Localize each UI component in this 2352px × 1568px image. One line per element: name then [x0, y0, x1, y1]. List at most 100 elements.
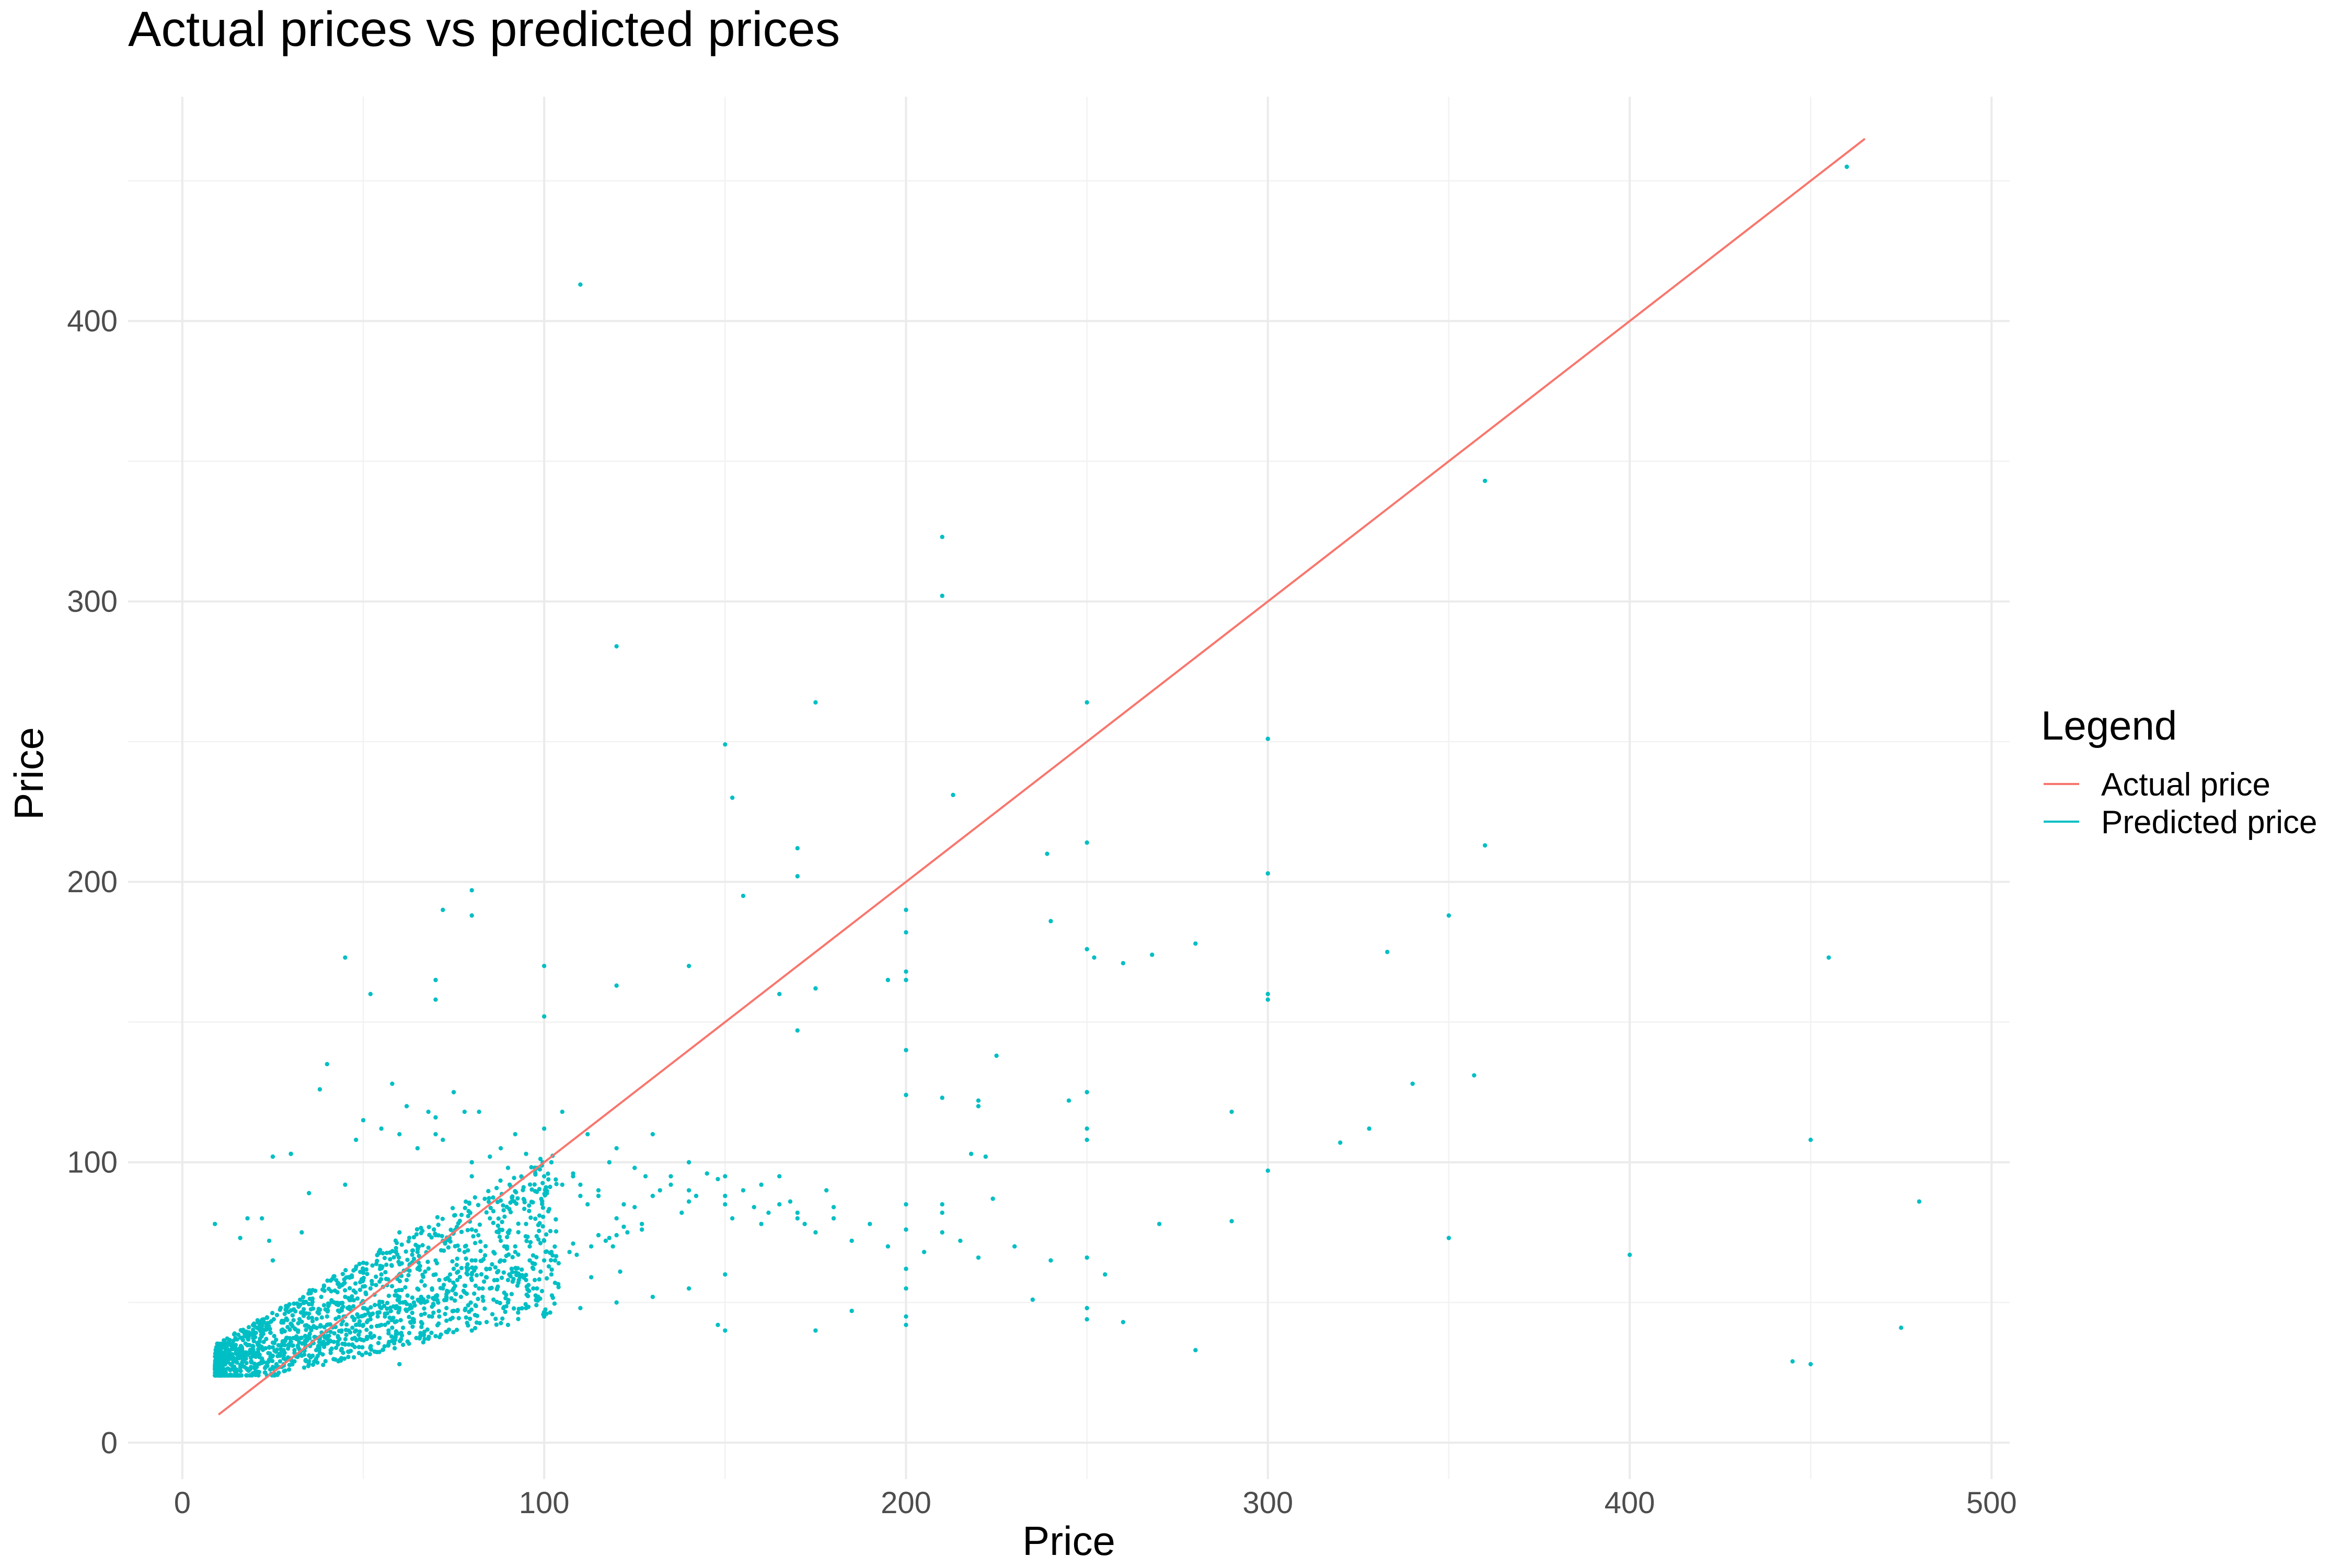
predicted-price-point — [407, 1315, 411, 1319]
predicted-price-point — [1410, 1081, 1415, 1086]
predicted-price-point — [716, 1177, 720, 1182]
predicted-price-point — [342, 1356, 347, 1361]
predicted-price-point — [264, 1361, 269, 1365]
predicted-price-point — [360, 1353, 365, 1357]
predicted-price-point — [1121, 961, 1126, 966]
predicted-price-point — [469, 1328, 474, 1333]
predicted-price-point — [310, 1299, 315, 1304]
predicted-price-point — [545, 1191, 549, 1196]
predicted-price-point — [464, 1199, 468, 1204]
predicted-price-point — [614, 644, 619, 649]
predicted-price-point — [223, 1361, 228, 1365]
predicted-price-point — [437, 1335, 442, 1340]
predicted-price-point — [497, 1259, 502, 1264]
predicted-price-point — [420, 1243, 425, 1248]
predicted-price-point — [361, 1323, 365, 1328]
predicted-price-point — [500, 1219, 504, 1225]
predicted-price-point — [404, 1277, 409, 1283]
predicted-price-point — [478, 1249, 483, 1253]
predicted-price-point — [282, 1311, 287, 1317]
predicted-price-point — [447, 1272, 453, 1277]
predicted-price-point — [218, 1364, 223, 1369]
predicted-price-point — [463, 1283, 468, 1288]
predicted-price-point — [554, 1229, 559, 1234]
predicted-price-point — [418, 1331, 423, 1335]
predicted-price-point — [290, 1313, 295, 1318]
predicted-price-point — [455, 1308, 460, 1312]
predicted-price-point — [940, 535, 944, 539]
predicted-price-point — [433, 1115, 438, 1120]
predicted-price-point — [440, 1216, 445, 1221]
predicted-price-point — [396, 1331, 400, 1336]
predicted-price-point — [403, 1307, 408, 1312]
predicted-price-point — [795, 1216, 800, 1221]
predicted-price-point — [777, 1174, 782, 1179]
predicted-price-point — [311, 1324, 316, 1329]
predicted-price-point — [322, 1335, 327, 1340]
predicted-price-point — [467, 1309, 471, 1315]
predicted-price-point — [498, 1300, 502, 1306]
predicted-price-point — [596, 1233, 601, 1238]
data-layer — [212, 137, 1922, 1416]
predicted-price-point — [802, 1221, 807, 1226]
predicted-price-point — [459, 1229, 464, 1235]
predicted-price-point — [306, 1316, 311, 1320]
predicted-price-point — [528, 1215, 533, 1220]
predicted-price-point — [422, 1311, 427, 1316]
predicted-price-point — [831, 1205, 836, 1209]
predicted-price-point — [394, 1304, 399, 1309]
predicted-price-point — [496, 1269, 501, 1274]
predicted-price-point — [251, 1339, 256, 1344]
predicted-price-point — [849, 1238, 854, 1243]
predicted-price-point — [214, 1373, 219, 1378]
predicted-price-point — [419, 1300, 423, 1305]
predicted-price-point — [236, 1352, 240, 1356]
predicted-price-point — [430, 1296, 435, 1300]
predicted-price-point — [250, 1328, 256, 1332]
predicted-price-point — [464, 1315, 468, 1320]
predicted-price-point — [394, 1240, 399, 1246]
predicted-price-point — [319, 1315, 324, 1320]
predicted-price-point — [560, 1182, 564, 1187]
predicted-price-point — [519, 1174, 524, 1179]
predicted-price-point — [541, 1310, 546, 1315]
predicted-price-point — [300, 1341, 305, 1346]
predicted-price-point — [231, 1358, 236, 1363]
predicted-price-point — [904, 1092, 908, 1098]
predicted-price-point — [498, 1146, 503, 1151]
predicted-price-point — [431, 1273, 436, 1277]
predicted-price-point — [390, 1249, 395, 1253]
predicted-price-point — [350, 1294, 354, 1299]
predicted-price-point — [241, 1358, 246, 1363]
predicted-price-point — [541, 1238, 546, 1243]
predicted-price-point — [527, 1258, 532, 1263]
predicted-price-point — [650, 1295, 655, 1299]
predicted-price-point — [520, 1306, 524, 1311]
predicted-price-point — [513, 1132, 517, 1137]
predicted-price-point — [443, 1277, 448, 1282]
predicted-price-point — [359, 1277, 364, 1282]
predicted-price-point — [484, 1320, 489, 1324]
predicted-price-point — [399, 1333, 405, 1338]
predicted-price-point — [505, 1322, 511, 1328]
predicted-price-point — [301, 1307, 306, 1312]
predicted-price-point — [530, 1261, 535, 1265]
predicted-price-point — [549, 1272, 554, 1277]
predicted-price-point — [474, 1304, 478, 1308]
predicted-price-point — [276, 1343, 281, 1348]
predicted-price-point — [976, 1098, 981, 1103]
predicted-price-point — [456, 1221, 461, 1226]
predicted-price-point — [347, 1286, 352, 1290]
predicted-price-point — [1808, 1137, 1813, 1143]
predicted-price-point — [287, 1336, 292, 1341]
predicted-price-point — [465, 1228, 470, 1232]
predicted-price-point — [1627, 1252, 1632, 1257]
predicted-price-point — [264, 1315, 269, 1320]
x-tick-label: 500 — [1966, 1486, 2017, 1520]
predicted-price-point — [467, 1201, 472, 1206]
predicted-price-point — [276, 1370, 281, 1375]
predicted-price-point — [216, 1369, 222, 1374]
predicted-price-point — [259, 1332, 263, 1337]
predicted-price-point — [529, 1165, 534, 1170]
predicted-price-point — [270, 1345, 275, 1350]
